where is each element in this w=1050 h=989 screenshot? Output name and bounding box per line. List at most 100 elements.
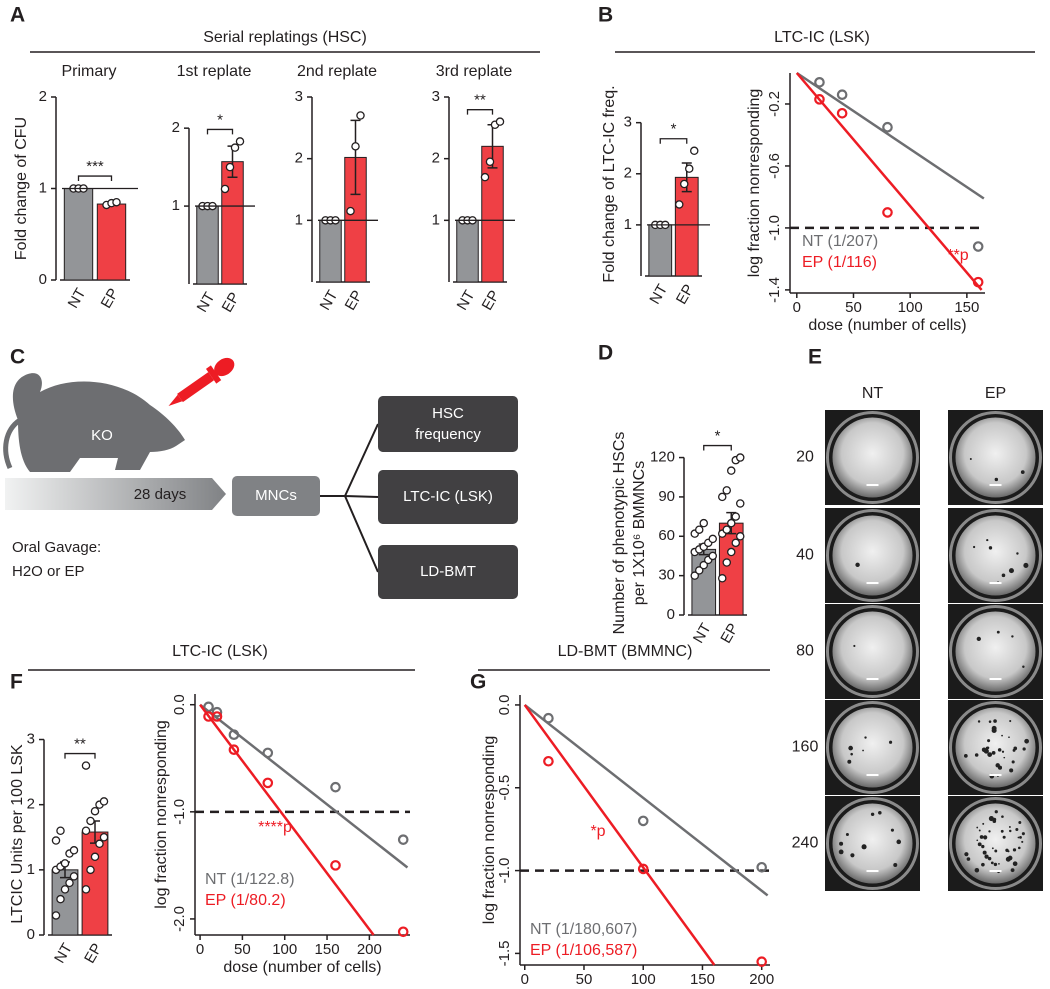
colony (987, 739, 991, 743)
data-point (736, 499, 745, 508)
row-label: 20 (796, 449, 814, 466)
panel-label: E (808, 346, 822, 369)
legend-label: EP (1/106,587) (530, 942, 637, 959)
well (832, 417, 913, 498)
dropper (168, 357, 235, 407)
colony (976, 826, 979, 829)
well-rim (949, 509, 1042, 602)
bar (221, 161, 244, 285)
significance-bracket (659, 138, 688, 144)
colony (1023, 562, 1029, 568)
data-point (51, 836, 61, 845)
data-point (690, 571, 700, 580)
data-point (814, 94, 825, 105)
legend-label: EP (1/80.2) (205, 892, 286, 909)
well-rim (949, 411, 1042, 504)
row-label: 240 (792, 835, 819, 852)
x-tick-label: EP (673, 281, 698, 307)
significance-label: * (671, 121, 677, 138)
colony (976, 839, 979, 842)
well (955, 515, 1036, 596)
colony (991, 750, 996, 755)
colony (988, 815, 994, 822)
x-tick-label: 50 (576, 971, 593, 988)
x-tick-label: NT (646, 281, 671, 307)
data-point (727, 518, 736, 528)
data-point (351, 142, 360, 151)
y-tick-label: -2.0 (171, 906, 188, 932)
connector (320, 423, 379, 573)
error-bar (350, 119, 361, 196)
y-tick-label: 3 (27, 730, 35, 747)
colony (861, 844, 867, 850)
y-tick-label: 30 (658, 567, 675, 584)
data-point (95, 839, 104, 849)
data-point (99, 833, 109, 842)
y-tick-label: 3 (295, 88, 303, 105)
colony (984, 854, 989, 859)
colony (981, 862, 985, 867)
well (955, 417, 1036, 498)
fit-line (795, 72, 983, 291)
data-point (718, 492, 727, 502)
data-point (680, 179, 689, 189)
x-axis-label: dose (number of cells) (808, 317, 966, 334)
time-arrow (5, 478, 226, 510)
header: LTC-IC (LSK) (774, 29, 870, 46)
panel-label: C (10, 346, 25, 369)
colony (1009, 719, 1012, 723)
colony (990, 861, 994, 865)
data-point (203, 701, 214, 713)
colony (997, 748, 1002, 752)
y-tick-label: 1 (624, 216, 632, 233)
chart-title: 3rd replate (436, 63, 513, 80)
y-tick-label: 1 (27, 861, 35, 878)
well-rim (949, 605, 1042, 698)
bar (456, 219, 479, 283)
colony (977, 842, 982, 847)
header: LD-BMT (BMMNC) (558, 643, 693, 660)
legend-label: EP (1/116) (802, 254, 877, 271)
panel-label: A (10, 4, 25, 27)
data-point (112, 197, 121, 207)
colony (1016, 552, 1019, 555)
data-point (65, 878, 74, 888)
chart-title: 2nd replate (297, 63, 377, 80)
fit-line (523, 703, 769, 897)
x-tick-label: 50 (845, 299, 862, 316)
data-point (56, 826, 65, 835)
data-point (81, 885, 91, 894)
significance-bracket (466, 109, 494, 115)
panel-label: B (598, 4, 613, 27)
x-tick-label: 0 (793, 299, 801, 316)
colony (963, 754, 968, 758)
colony (839, 841, 844, 846)
colony (986, 538, 989, 542)
data-point (330, 781, 341, 793)
well-rim (949, 797, 1042, 890)
data-point (736, 532, 745, 541)
data-point (86, 816, 95, 826)
colony (1000, 829, 1004, 833)
x-tick-label: EP (98, 285, 123, 311)
x-tick-label: 150 (315, 941, 340, 958)
y-tick-label: -1.4 (766, 277, 783, 303)
y-tick-label: 2 (624, 165, 632, 182)
mouse (12, 373, 185, 472)
y-tick-label: 0.0 (496, 695, 513, 716)
output-box (378, 396, 518, 452)
significance-bracket (64, 752, 96, 759)
colony (981, 844, 985, 849)
colony (1020, 470, 1025, 475)
data-point (637, 815, 649, 827)
well-rim (826, 797, 919, 890)
data-point (86, 865, 95, 875)
row-label: 40 (796, 547, 814, 564)
y-tick-label: 2 (172, 119, 180, 136)
data-point (225, 162, 235, 172)
data-point (262, 777, 274, 789)
colony (1022, 747, 1026, 751)
well-rim (949, 701, 1042, 794)
data-point (695, 566, 704, 575)
colony (991, 725, 997, 731)
